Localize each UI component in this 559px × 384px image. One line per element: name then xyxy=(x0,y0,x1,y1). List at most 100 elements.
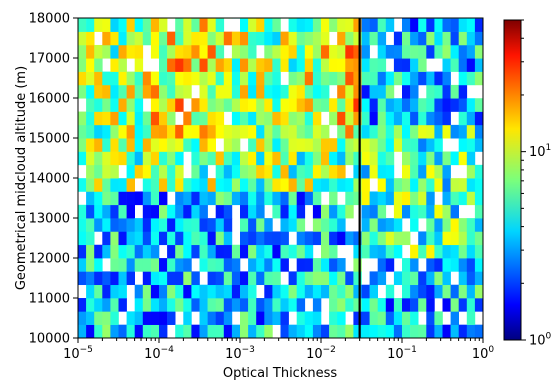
heatmap-cell xyxy=(94,98,103,112)
heatmap-cell xyxy=(458,31,468,46)
heatmap-cell xyxy=(94,244,103,259)
heatmap-cell xyxy=(321,151,330,166)
heatmap-cell xyxy=(207,84,216,99)
heatmap-cell xyxy=(385,71,395,86)
heatmap-cell xyxy=(134,98,144,112)
heatmap-cell xyxy=(272,298,281,312)
heatmap-cell xyxy=(466,271,476,286)
heatmap-cell xyxy=(304,31,314,46)
heatmap-cell xyxy=(410,151,419,166)
heatmap-cell xyxy=(118,84,127,99)
heatmap-cell xyxy=(264,111,273,126)
heatmap-cell xyxy=(280,111,289,126)
heatmap-cell xyxy=(329,58,338,72)
heatmap-cell xyxy=(304,191,314,206)
heatmap-cell xyxy=(159,178,168,192)
heatmap-cell xyxy=(426,111,435,126)
heatmap-cell xyxy=(296,124,306,139)
heatmap-cell xyxy=(418,138,427,152)
heatmap-cell xyxy=(450,18,459,32)
heatmap-cell xyxy=(402,58,411,72)
heatmap-cell xyxy=(86,271,95,286)
heatmap-cell xyxy=(304,284,314,299)
heatmap-cell xyxy=(474,298,484,312)
heatmap-cell xyxy=(199,218,208,232)
heatmap-cell xyxy=(191,218,200,232)
heatmap-cell xyxy=(248,58,257,72)
heatmap-cell xyxy=(167,98,176,112)
heatmap-cell xyxy=(337,98,346,112)
heatmap-cell xyxy=(426,124,435,139)
heatmap-cell xyxy=(434,271,443,286)
heatmap-cell xyxy=(296,31,306,46)
heatmap-cell xyxy=(369,271,378,286)
heatmap-cell xyxy=(304,324,314,339)
heatmap-cell xyxy=(450,218,459,232)
heatmap-cell xyxy=(86,324,95,339)
heatmap-cell xyxy=(466,191,476,206)
heatmap-cell xyxy=(337,18,346,32)
heatmap-cell xyxy=(280,31,289,46)
heatmap-cell xyxy=(207,258,216,272)
heatmap-cell xyxy=(410,271,419,286)
heatmap-cell xyxy=(353,18,362,32)
heatmap-cell xyxy=(159,18,168,32)
heatmap-cell xyxy=(402,324,411,339)
heatmap-cell xyxy=(86,18,95,32)
heatmap-cell xyxy=(377,204,387,219)
heatmap-cell xyxy=(458,284,468,299)
heatmap-cell xyxy=(474,31,484,46)
heatmap-cell xyxy=(450,31,459,46)
heatmap-cell xyxy=(78,204,87,219)
heatmap-cell xyxy=(231,298,241,312)
heatmap-cell xyxy=(183,324,192,339)
heatmap-cell xyxy=(361,298,370,312)
heatmap-cell xyxy=(167,124,176,139)
heatmap-cell xyxy=(126,204,135,219)
heatmap-cell xyxy=(296,271,306,286)
heatmap-cell xyxy=(264,138,273,152)
heatmap-cell xyxy=(377,311,387,325)
heatmap-cell xyxy=(434,244,443,259)
heatmap-cell xyxy=(223,151,233,166)
heatmap-cell xyxy=(304,244,314,259)
heatmap-cell xyxy=(118,298,127,312)
heatmap-cell xyxy=(167,258,176,272)
heatmap-cell xyxy=(393,124,403,139)
heatmap-cell xyxy=(248,31,257,46)
heatmap-cell xyxy=(167,311,176,325)
heatmap-cell xyxy=(361,231,370,246)
heatmap-cell xyxy=(361,218,370,232)
heatmap-cell xyxy=(215,31,225,46)
heatmap-cell xyxy=(126,191,135,206)
heatmap-cell xyxy=(142,71,152,86)
heatmap-cell xyxy=(207,44,216,59)
heatmap-cell xyxy=(256,244,265,259)
heatmap-cell xyxy=(159,311,168,325)
heatmap-cell xyxy=(353,31,362,46)
heatmap-cell xyxy=(288,84,297,99)
heatmap-cell xyxy=(126,324,135,339)
heatmap-cell xyxy=(102,231,111,246)
heatmap-cell xyxy=(466,244,476,259)
heatmap-cell xyxy=(369,98,378,112)
heatmap-cell xyxy=(118,58,127,72)
heatmap-cell xyxy=(418,111,427,126)
heatmap-cell xyxy=(110,44,119,59)
heatmap-cell xyxy=(329,151,338,166)
heatmap-cell xyxy=(296,311,306,325)
heatmap-cell xyxy=(215,284,225,299)
heatmap-cell xyxy=(126,311,135,325)
heatmap-cell xyxy=(167,44,176,59)
heatmap-cell xyxy=(134,311,144,325)
heatmap-cell xyxy=(159,164,168,179)
heatmap-cell xyxy=(296,71,306,86)
heatmap-cell xyxy=(199,31,208,46)
heatmap-cell xyxy=(321,231,330,246)
heatmap-cell xyxy=(345,111,354,126)
heatmap-cell xyxy=(159,231,168,246)
heatmap-cell xyxy=(102,18,111,32)
heatmap-cell xyxy=(361,31,370,46)
heatmap-cell xyxy=(150,98,160,112)
heatmap-cell xyxy=(329,191,338,206)
